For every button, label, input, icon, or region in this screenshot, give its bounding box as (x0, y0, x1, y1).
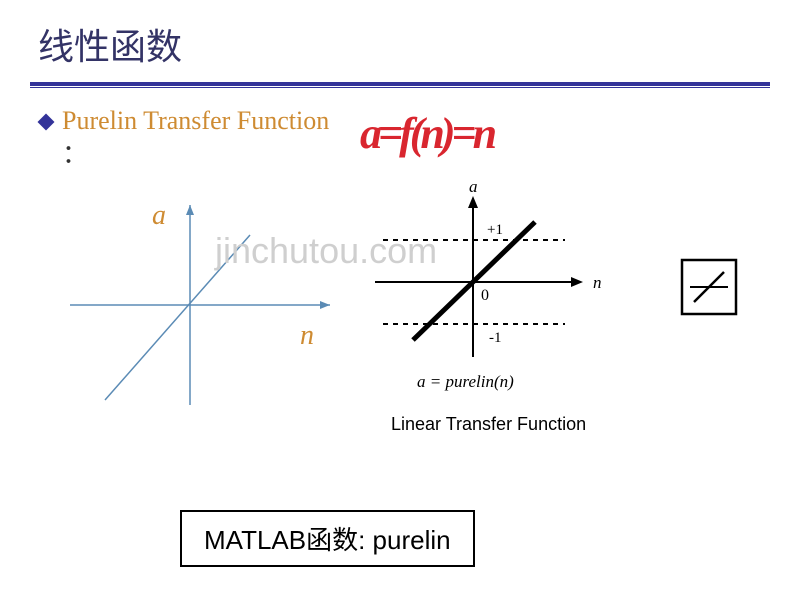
right-chart-eq: a = purelin(n) (417, 372, 514, 391)
right-chart: a n 0 +1 -1 a = purelin(n) Linear Transf… (365, 182, 625, 442)
right-chart-plus1: +1 (487, 222, 503, 238)
formula-text: a=f(n)=n (360, 108, 493, 159)
right-chart-minus1: -1 (489, 330, 502, 346)
right-chart-label-n: n (593, 273, 602, 292)
matlab-function-box: MATLAB函数: purelin (180, 510, 475, 567)
left-chart (50, 195, 350, 425)
right-chart-zero: 0 (481, 287, 489, 304)
bullet-text: Purelin Transfer Function (62, 106, 329, 136)
diamond-bullet-icon (38, 114, 55, 131)
left-chart-label-a: a (152, 200, 166, 232)
right-chart-label-a: a (469, 182, 478, 196)
slide-title: 线性函数 (0, 0, 800, 70)
left-chart-label-n: n (300, 320, 314, 352)
right-chart-caption: Linear Transfer Function (391, 414, 586, 434)
transfer-function-icon (680, 258, 738, 316)
